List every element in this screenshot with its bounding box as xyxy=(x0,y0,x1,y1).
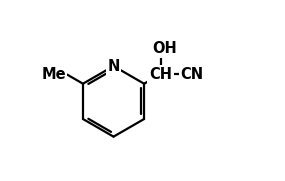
Text: Me: Me xyxy=(41,67,66,82)
Text: OH: OH xyxy=(153,41,178,56)
Text: CN: CN xyxy=(180,67,203,82)
Text: N: N xyxy=(107,59,120,73)
Text: CH: CH xyxy=(149,67,172,82)
